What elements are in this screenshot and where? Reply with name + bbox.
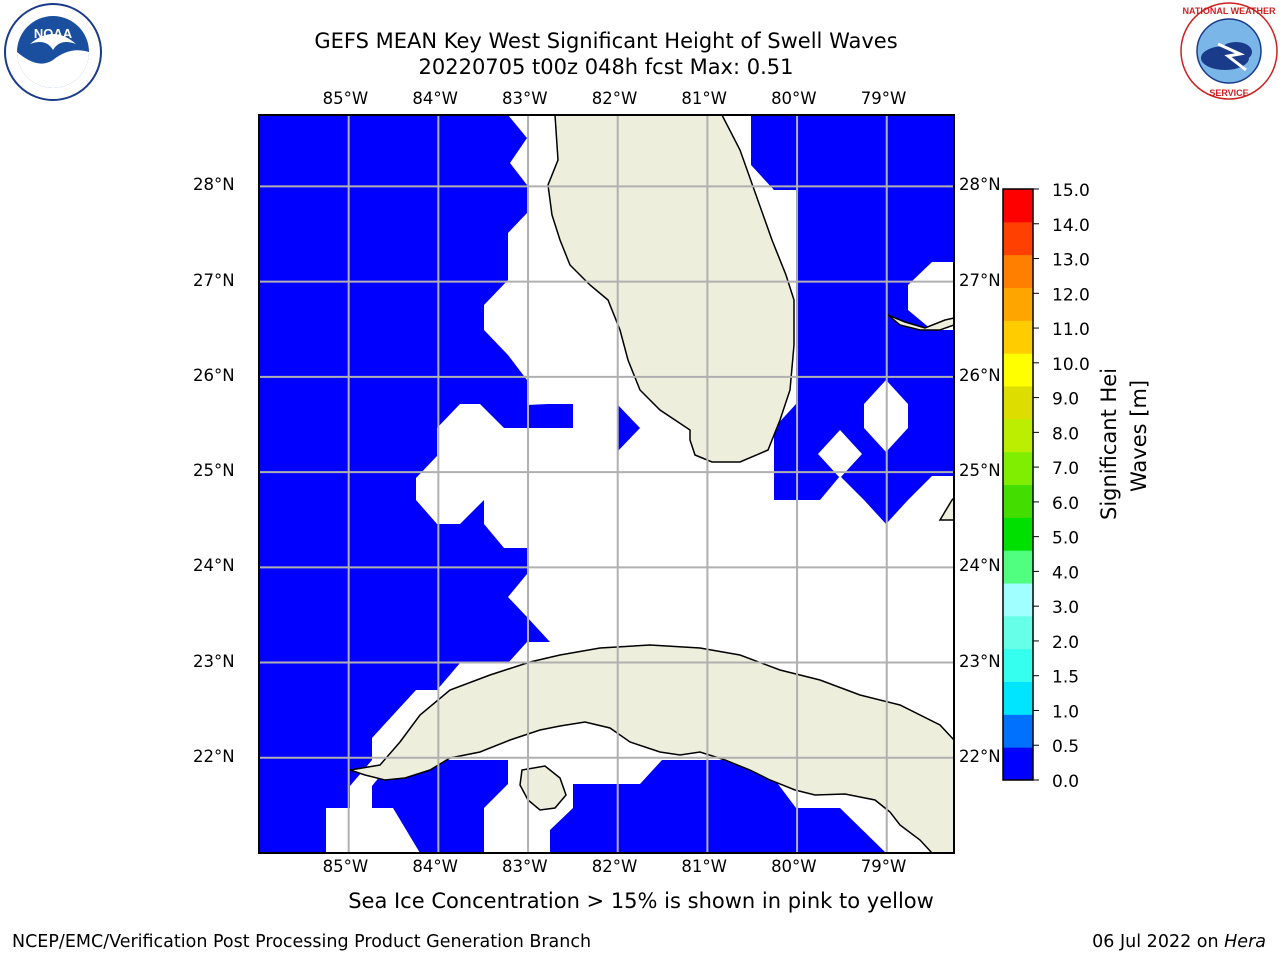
lon-tick-bottom: 85°W [322,857,369,876]
colorbar-tick-label: 2.0 [1052,633,1079,653]
map-frame [258,114,955,854]
svg-text:NOAA: NOAA [34,26,73,41]
colorbar-tick-label: 4.0 [1052,563,1079,583]
colorbar-tick-label: 7.0 [1052,459,1079,479]
colorbar-tick-label: 6.0 [1052,494,1079,514]
colorbar-swatch [1003,386,1033,420]
andros [938,496,954,521]
land [349,115,954,853]
lon-tick-top: 80°W [771,89,817,108]
colorbar-swatch [1003,484,1033,518]
swell-field-sw [372,760,508,853]
colorbar-tick-label: 14.0 [1052,216,1090,236]
lat-tick-right: 23°N [959,651,1001,671]
field-hole-2 [818,430,862,478]
colorbar-tick-label: 11.0 [1052,320,1090,340]
lat-tick-right: 22°N [959,746,1001,766]
lat-tick-right: 27°N [959,270,1001,290]
colorbar-swatch [1003,648,1033,682]
lon-tick-top: 82°W [591,89,638,108]
colorbar-tick-label: 15.0 [1052,181,1090,201]
footer-date: 06 Jul 2022 on Hera [1092,932,1266,952]
svg-text:NATIONAL WEATHER: NATIONAL WEATHER [1183,6,1276,16]
colorbar-swatch [1003,320,1033,354]
colorbar-swatch [1003,418,1033,453]
colorbar-swatch [1003,681,1033,715]
colorbar-swatch [1003,353,1033,387]
lat-tick-left: 26°N [193,365,235,385]
colorbar-swatch [1003,287,1033,321]
colorbar-tick-label: 1.5 [1052,668,1079,688]
colorbar-swatch [1003,615,1033,650]
lon-tick-bottom: 82°W [591,857,638,876]
sea-ice-note: Sea Ice Concentration > 15% is shown in … [348,889,934,913]
lon-tick-top: 84°W [412,89,458,108]
colorbar-tick-label: 12.0 [1052,285,1090,305]
colorbar-swatch [1003,451,1033,485]
lat-tick-left: 22°N [193,746,235,766]
colorbar-frame [1002,188,1034,781]
colorbar-swatch [1003,714,1033,748]
graticule [259,115,954,853]
colorbar-swatch [1003,189,1033,223]
colorbar-tick-label: 13.0 [1052,251,1090,271]
colorbar-tick-label: 3.0 [1052,598,1079,618]
svg-text:SERVICE: SERVICE [1209,88,1248,98]
colorbar: 0.0 0.5 1.0 1.5 2.0 3.0 4.0 5.0 6.0 7.0 8.0 9.0 10.0… [1002,181,1090,792]
lat-tick-left: 28°N [193,175,235,195]
lon-tick-bottom: 79°W [860,857,907,876]
swell-field-west [259,115,573,853]
lon-tick-bottom: 83°W [502,857,548,876]
nws-logo: NATIONAL WEATHER SERVICE [1180,2,1278,100]
footer-branch: NCEP/EMC/Verification Post Processing Pr… [12,932,592,952]
lat-tick-left: 25°N [193,461,235,481]
lat-tick-right: 24°N [959,556,1001,576]
lat-tick-left: 23°N [193,651,235,671]
colorbar-tick-label: 10.0 [1052,355,1090,375]
lat-tick-left: 27°N [193,270,235,290]
colorbar-swatch [1003,550,1033,584]
lon-tick-top: 83°W [502,89,548,108]
svg-text:Significant Height of Swell: Significant Height of Swell [1097,370,1121,520]
swell-field-south [550,760,886,853]
chart-subtitle: 20220705 t00z 048h fcst Max: 0.51 [418,55,794,79]
svg-text:Waves [m]: Waves [m] [1127,380,1151,492]
grand-bahama [887,314,954,331]
lat-tick-right: 26°N [959,365,1001,385]
colorbar-tick-label: 9.0 [1052,390,1079,410]
colorbar-tick-label: 0.5 [1052,737,1079,757]
lon-tick-bottom: 84°W [412,857,458,876]
florida [547,115,795,463]
colorbar-tick-label: 0.0 [1052,772,1079,792]
colorbar-swatch [1003,254,1033,288]
colorbar-swatch [1003,747,1033,781]
noaa-logo: NOAA [4,3,102,101]
lat-tick-right: 28°N [959,175,1001,195]
lon-tick-top: 79°W [860,89,907,108]
colorbar-swatch [1003,583,1033,617]
lat-tick-left: 24°N [193,556,235,576]
footer-machine: Hera [1224,932,1266,952]
lon-tick-top: 85°W [322,89,369,108]
lon-tick-top: 81°W [681,89,727,108]
colorbar-tick-label: 5.0 [1052,529,1079,549]
colorbar-tick-label: 8.0 [1052,424,1079,444]
isle-of-youth [519,765,567,811]
colorbar-label: Significant Height of Swell Waves [m] [1097,370,1151,520]
colorbar-tick-label: 1.0 [1052,702,1079,722]
chart-title: GEFS MEAN Key West Significant Height of… [314,29,898,53]
colorbar-swatch [1003,517,1033,551]
lon-tick-bottom: 80°W [771,857,817,876]
cuba [349,644,954,853]
colorbar-swatch [1003,221,1033,256]
swell-field-keys [617,404,640,452]
lat-tick-right: 25°N [959,461,1001,481]
lon-tick-bottom: 81°W [681,857,727,876]
